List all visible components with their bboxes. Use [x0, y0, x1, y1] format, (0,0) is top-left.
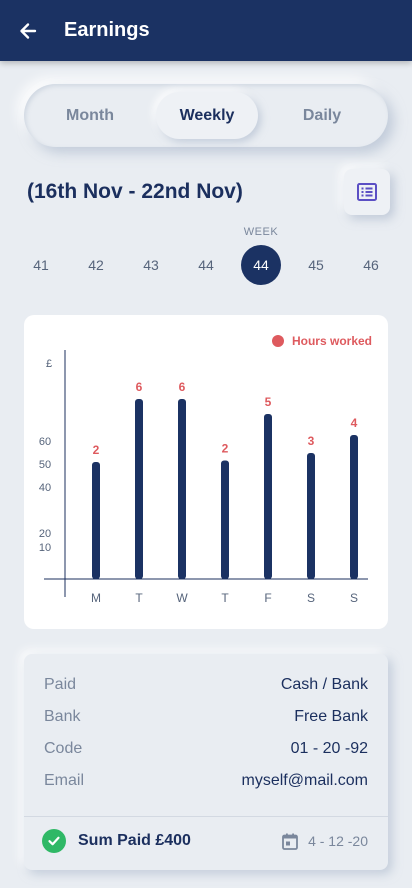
- bar: [178, 399, 186, 579]
- back-button[interactable]: [0, 0, 56, 61]
- y-tick-label: 50: [39, 459, 51, 471]
- tab-daily[interactable]: Daily: [271, 92, 373, 139]
- info-row-email: Email myself@mail.com: [44, 769, 368, 793]
- bar: [92, 462, 100, 579]
- bar-chart: £10 20 40 50 60 2 M 6 T 6 W 2 T 5 F 3 S 4 S: [24, 315, 388, 629]
- info-value: Cash / Bank: [281, 676, 368, 694]
- y-tick-label: 20: [39, 528, 51, 540]
- week-43[interactable]: 43: [131, 245, 171, 285]
- x-tick-label: T: [221, 591, 229, 605]
- info-key: Email: [44, 772, 84, 790]
- payment-date: 4 - 12 -20: [282, 833, 368, 850]
- info-row-code: Code 01 - 20 -92: [44, 737, 368, 761]
- data-label: 6: [179, 380, 186, 394]
- week-41[interactable]: 41: [21, 245, 61, 285]
- week-46[interactable]: 46: [351, 245, 391, 285]
- payment-info-card: Paid Cash / Bank Bank Free Bank Code 01 …: [24, 654, 388, 870]
- arrow-left-icon: [18, 21, 38, 41]
- x-tick-label: S: [307, 591, 315, 605]
- bar: [307, 453, 315, 579]
- bar: [221, 461, 229, 580]
- date-range: (16th Nov - 22nd Nov): [27, 180, 243, 204]
- x-tick-label: F: [264, 591, 271, 605]
- x-tick-label: T: [135, 591, 143, 605]
- data-label: 4: [351, 416, 358, 430]
- data-label: 5: [265, 395, 272, 409]
- bar: [350, 435, 358, 579]
- payment-date-text: 4 - 12 -20: [308, 833, 368, 849]
- data-label: 2: [222, 442, 229, 456]
- list-view-button[interactable]: [344, 169, 390, 215]
- tab-weekly[interactable]: Weekly: [156, 92, 258, 139]
- data-label: 6: [136, 380, 143, 394]
- x-tick-label: W: [176, 591, 188, 605]
- week-45[interactable]: 45: [296, 245, 336, 285]
- info-row-bank: Bank Free Bank: [44, 705, 368, 729]
- y-tick-label: 40: [39, 482, 51, 494]
- info-key: Bank: [44, 708, 80, 726]
- divider: [24, 816, 388, 817]
- list-icon: [357, 183, 377, 201]
- y-tick-label: 60: [39, 436, 51, 448]
- calendar-icon: [282, 833, 298, 850]
- info-key: Paid: [44, 676, 76, 694]
- app-bar: Earnings: [0, 0, 412, 61]
- tab-month[interactable]: Month: [39, 92, 141, 139]
- check-circle-icon: [42, 829, 66, 853]
- info-value: myself@mail.com: [242, 772, 368, 790]
- data-label: 3: [308, 434, 315, 448]
- info-row-paid: Paid Cash / Bank: [44, 673, 368, 697]
- page-title: Earnings: [64, 19, 150, 42]
- week-selected[interactable]: 44: [241, 245, 281, 285]
- period-tabs: Month Weekly Daily: [24, 84, 388, 147]
- data-label: 2: [93, 443, 100, 457]
- earnings-chart-card: Hours worked £10 20 40 50 60 2 M 6 T 6 W 2 T 5 F 3 S 4 S: [24, 315, 388, 629]
- bar: [135, 399, 143, 579]
- bar: [264, 414, 272, 579]
- y-tick-label: 10: [39, 542, 51, 554]
- week-42[interactable]: 42: [76, 245, 116, 285]
- week-label: WEEK: [241, 226, 281, 238]
- y-axis-label: £: [46, 358, 52, 370]
- info-value: Free Bank: [294, 708, 368, 726]
- info-key: Code: [44, 740, 82, 758]
- info-value: 01 - 20 -92: [291, 740, 368, 758]
- sum-paid: Sum Paid £400: [78, 832, 191, 850]
- x-tick-label: M: [91, 591, 101, 605]
- payment-summary: Sum Paid £400 4 - 12 -20: [42, 828, 368, 854]
- x-tick-label: S: [350, 591, 358, 605]
- week-44[interactable]: 44: [186, 245, 226, 285]
